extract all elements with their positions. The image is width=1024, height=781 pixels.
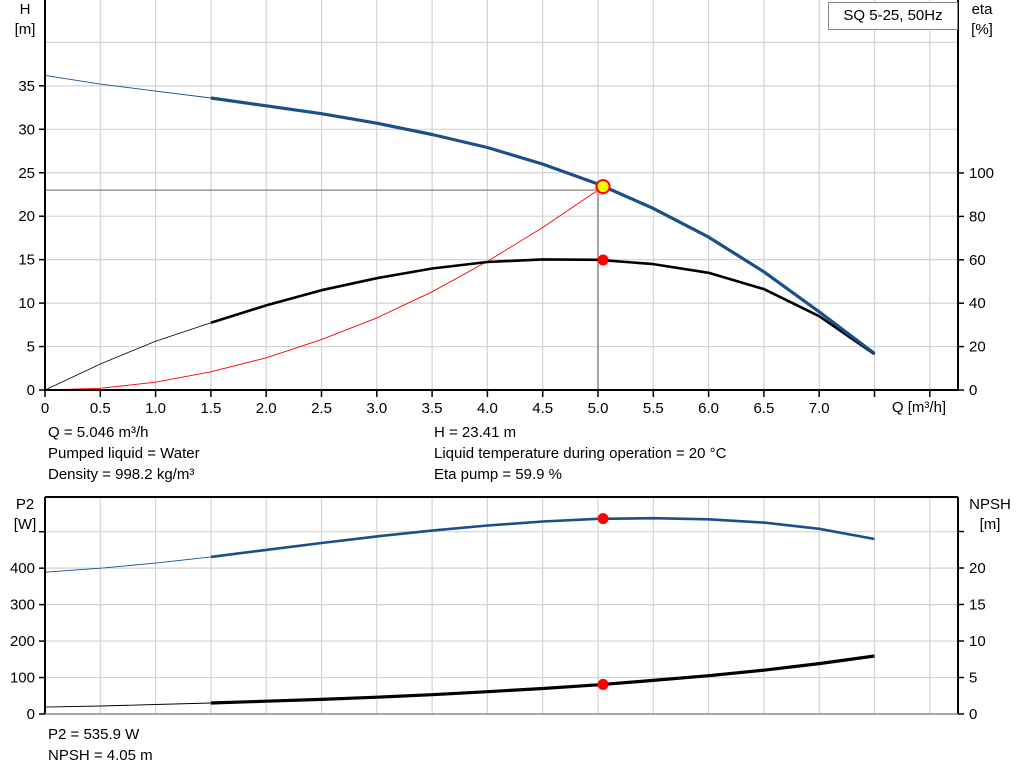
svg-text:10: 10 bbox=[969, 633, 986, 650]
eta-extrapolated bbox=[44, 322, 212, 391]
svg-text:7.0: 7.0 bbox=[809, 400, 830, 417]
svg-text:15: 15 bbox=[969, 597, 986, 614]
p2-operating-point bbox=[597, 513, 609, 525]
q-axis-title: Q [m³/h] bbox=[892, 399, 946, 416]
bottom-chart-axes: 0 100 200 300 400 0 5 10 15 20 bbox=[10, 496, 986, 723]
head-curve bbox=[210, 96, 876, 355]
p2-extrapolated bbox=[44, 556, 211, 573]
top-chart-axes: 0 5 10 15 20 25 30 35 0 20 40 60 80 100 0 0.5 1.0 1.5 2.0 2… bbox=[18, 0, 994, 417]
pumped-liquid: Pumped liquid = Water bbox=[48, 445, 200, 462]
svg-text:35: 35 bbox=[18, 78, 35, 95]
system-curve bbox=[44, 186, 604, 391]
svg-text:2.0: 2.0 bbox=[256, 400, 277, 417]
svg-text:15: 15 bbox=[18, 252, 35, 269]
eta-pump-value: Eta pump = 59.9 % bbox=[434, 466, 562, 483]
svg-text:6.5: 6.5 bbox=[753, 400, 774, 417]
p2-axis-unit: [W] bbox=[14, 516, 37, 533]
pump-model-legend: SQ 5-25, 50Hz bbox=[828, 2, 958, 30]
svg-text:4.5: 4.5 bbox=[532, 400, 553, 417]
density-value: Density = 998.2 kg/m³ bbox=[48, 466, 195, 483]
svg-text:40: 40 bbox=[969, 295, 986, 312]
svg-text:5: 5 bbox=[969, 670, 977, 687]
bottom-chart-grid bbox=[45, 497, 958, 714]
svg-text:20: 20 bbox=[969, 339, 986, 356]
svg-text:0: 0 bbox=[27, 382, 35, 399]
info-bottom: P2 = 535.9 W NPSH = 4.05 m bbox=[48, 724, 153, 766]
svg-text:3.0: 3.0 bbox=[366, 400, 387, 417]
svg-text:0: 0 bbox=[969, 382, 977, 399]
svg-text:0: 0 bbox=[27, 706, 35, 723]
svg-text:3.5: 3.5 bbox=[422, 400, 443, 417]
svg-text:300: 300 bbox=[10, 597, 35, 614]
npsh-axis-title: NPSH bbox=[969, 496, 1011, 513]
svg-text:100: 100 bbox=[10, 670, 35, 687]
svg-text:6.0: 6.0 bbox=[698, 400, 719, 417]
eta-operating-point bbox=[597, 254, 609, 266]
top-chart-grid bbox=[45, 0, 958, 390]
svg-text:0: 0 bbox=[969, 706, 977, 723]
svg-text:30: 30 bbox=[18, 121, 35, 138]
svg-text:20: 20 bbox=[18, 208, 35, 225]
p2-axis-title: P2 bbox=[16, 496, 34, 513]
top-chart-curves bbox=[44, 74, 876, 391]
eta-axis-unit: [%] bbox=[971, 21, 993, 38]
h-axis-title: H bbox=[20, 1, 31, 18]
p2-value: P2 = 535.9 W bbox=[48, 726, 140, 743]
npsh-curve bbox=[210, 654, 875, 705]
svg-text:0: 0 bbox=[41, 400, 49, 417]
svg-text:10: 10 bbox=[18, 295, 35, 312]
svg-text:2.5: 2.5 bbox=[311, 400, 332, 417]
liquid-temperature: Liquid temperature during operation = 20… bbox=[434, 445, 727, 462]
svg-text:0.5: 0.5 bbox=[90, 400, 111, 417]
h-axis-unit: [m] bbox=[15, 21, 36, 38]
svg-text:20: 20 bbox=[969, 560, 986, 577]
duty-point bbox=[595, 179, 611, 195]
eta-curve bbox=[210, 258, 876, 356]
svg-text:1.0: 1.0 bbox=[145, 400, 166, 417]
svg-text:80: 80 bbox=[969, 208, 986, 225]
svg-text:5: 5 bbox=[27, 339, 35, 356]
svg-text:4.0: 4.0 bbox=[477, 400, 498, 417]
info-left: Q = 5.046 m³/h Pumped liquid = Water Den… bbox=[48, 422, 200, 485]
svg-text:200: 200 bbox=[10, 633, 35, 650]
svg-text:5.0: 5.0 bbox=[588, 400, 609, 417]
svg-text:25: 25 bbox=[18, 165, 35, 182]
svg-text:5.5: 5.5 bbox=[643, 400, 664, 417]
svg-text:100: 100 bbox=[969, 165, 994, 182]
npsh-axis-unit: [m] bbox=[980, 516, 1001, 533]
svg-text:60: 60 bbox=[969, 252, 986, 269]
head-extrapolated bbox=[44, 74, 211, 99]
svg-text:400: 400 bbox=[10, 560, 35, 577]
npsh-extrapolated bbox=[44, 702, 211, 708]
npsh-operating-point bbox=[597, 678, 609, 690]
info-right: H = 23.41 m Liquid temperature during op… bbox=[434, 422, 726, 485]
svg-text:1.5: 1.5 bbox=[200, 400, 221, 417]
eta-axis-title: eta bbox=[972, 1, 994, 18]
npsh-value: NPSH = 4.05 m bbox=[48, 747, 153, 764]
bottom-chart-curves bbox=[44, 513, 875, 708]
head-value: H = 23.41 m bbox=[434, 424, 517, 441]
flow-value: Q = 5.046 m³/h bbox=[48, 424, 149, 441]
p2-curve bbox=[210, 516, 875, 559]
